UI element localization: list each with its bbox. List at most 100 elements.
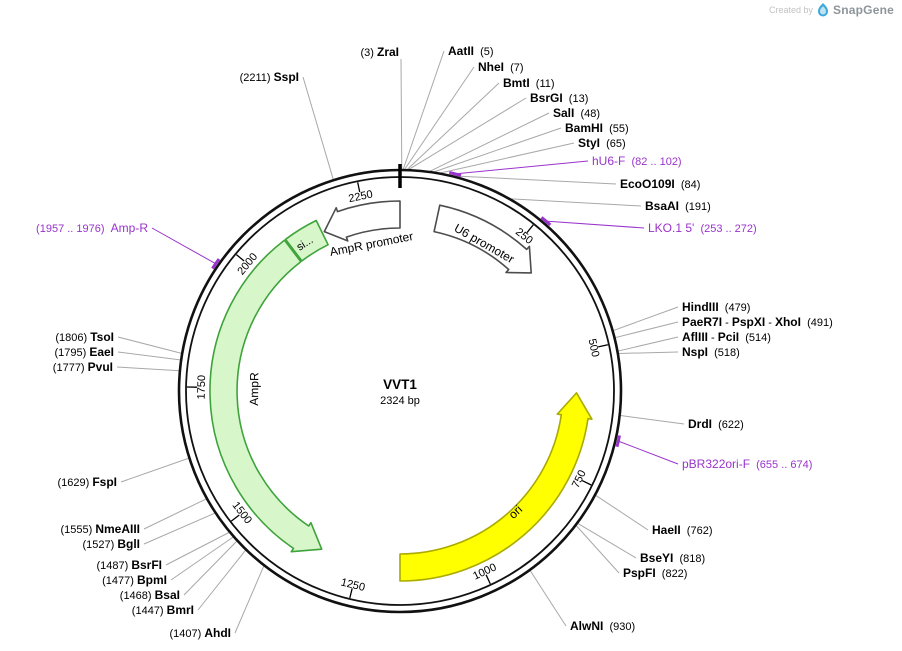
leader-line (617, 336, 679, 352)
leader-line (402, 50, 445, 171)
leader-line (428, 112, 550, 173)
enzyme-label[interactable]: (1527) BglI (82, 537, 140, 551)
enzyme-label[interactable]: HaeII (762) (652, 523, 712, 537)
leader-line (197, 549, 247, 611)
leader-line (407, 97, 527, 171)
enzyme-label[interactable]: SalI (48) (553, 106, 600, 120)
enzyme-label[interactable]: AlwNI (930) (570, 619, 635, 633)
enzyme-label[interactable]: (1487) BsrFI (96, 558, 162, 572)
leader-line (617, 351, 679, 354)
leader-line (529, 569, 567, 627)
enzyme-label[interactable]: NspI (518) (682, 345, 740, 359)
leader-line (509, 198, 642, 207)
enzyme-label[interactable]: (2211) SspI (240, 70, 299, 84)
enzyme-label[interactable]: (1407) AhdI (169, 626, 231, 640)
tick-mark (349, 588, 353, 599)
leader-line (400, 58, 403, 171)
leader-line (618, 440, 679, 465)
leader-line (120, 457, 190, 483)
leader-line (449, 175, 617, 185)
primer-site-mark[interactable] (540, 216, 552, 227)
enzyme-label[interactable]: StyI (65) (578, 136, 626, 150)
primer-site-mark[interactable] (615, 435, 621, 448)
watermark-created-by: Created by (769, 5, 814, 15)
enzyme-label[interactable]: (1447) BmrI (132, 603, 194, 617)
enzyme-label[interactable]: NheI (7) (478, 60, 524, 74)
leader-line (612, 306, 679, 332)
enzyme-label[interactable]: AflIII - PciI (514) (682, 330, 771, 344)
tick-mark (357, 182, 361, 193)
enzyme-label[interactable]: (1477) BpmI (102, 573, 167, 587)
enzyme-label[interactable]: (1806) TsoI (55, 330, 114, 344)
enzyme-label[interactable]: PspFI (822) (623, 566, 687, 580)
enzyme-label[interactable]: (1555) NmeAIII (60, 522, 140, 536)
tick-label: 1750 (196, 375, 208, 400)
enzyme-label[interactable]: EcoO109I (84) (620, 177, 700, 191)
leader-line (117, 351, 182, 361)
tick-label: 1250 (340, 577, 367, 594)
feature-si[interactable] (284, 219, 329, 262)
primer-site-mark[interactable] (448, 171, 462, 177)
plasmid-size: 2324 bp (380, 395, 420, 407)
tick-mark (485, 574, 491, 585)
tick-mark (526, 224, 534, 234)
enzyme-label[interactable]: HindIII (479) (682, 300, 750, 314)
leader-line (183, 540, 238, 596)
leader-line (116, 366, 180, 372)
primer-label[interactable]: pBR322ori-F (655 .. 674) (682, 457, 812, 471)
enzyme-label[interactable]: BsrGI (13) (530, 91, 588, 105)
primer-label[interactable]: LKO.1 5' (253 .. 272) (648, 221, 757, 235)
enzyme-label[interactable]: DrdI (622) (688, 417, 744, 431)
enzyme-label[interactable]: (1795) EaeI (54, 345, 114, 359)
leader-line (143, 498, 208, 530)
leader-line (594, 494, 649, 531)
leader-line (406, 82, 500, 171)
tick-mark (230, 514, 240, 522)
leader-line (143, 512, 216, 545)
leader-line (575, 524, 620, 574)
leader-line (234, 565, 265, 634)
feature-ampr[interactable] (209, 239, 323, 553)
enzyme-label[interactable]: BamHI (55) (565, 121, 629, 135)
leader-line (614, 321, 679, 339)
enzyme-label[interactable]: BseYI (818) (640, 551, 705, 565)
tick-label: 500 (586, 338, 602, 359)
leader-line (545, 220, 645, 229)
leader-line (117, 336, 183, 354)
watermark-brand: SnapGene (833, 3, 894, 17)
enzyme-label[interactable]: BmtI (11) (503, 76, 555, 90)
feature-u6-promoter[interactable] (433, 204, 532, 274)
feature-label-ampr[interactable]: AmpR (247, 372, 261, 406)
leader-line (151, 227, 216, 265)
leader-line (165, 531, 231, 566)
leader-line (432, 127, 562, 173)
tick-mark (235, 254, 245, 262)
tick-label: 2250 (347, 189, 373, 206)
enzyme-label[interactable]: (1468) BsaI (120, 588, 180, 602)
enzyme-label[interactable]: (1777) PvuI (53, 360, 113, 374)
leader-line (576, 522, 637, 559)
feature-ampr-promoter[interactable] (323, 200, 401, 242)
tick-mark (581, 480, 592, 486)
leader-line (170, 536, 234, 581)
feature-ori[interactable] (399, 392, 593, 582)
snapgene-logo-icon (817, 3, 829, 17)
primer-label[interactable]: hU6-F (82 .. 102) (592, 154, 682, 168)
plasmid-name: VVT1 (383, 377, 417, 392)
leader-line (302, 76, 334, 181)
leader-line (403, 66, 475, 171)
watermark: Created by SnapGene (769, 3, 894, 17)
enzyme-label[interactable]: PaeR7I - PspXI - XhoI (491) (682, 315, 833, 329)
enzyme-label[interactable]: (3) ZraI (360, 45, 399, 59)
primer-site-mark[interactable] (211, 258, 221, 270)
leader-line (438, 142, 575, 174)
leader-line (619, 414, 685, 425)
enzyme-label[interactable]: AatII (5) (448, 44, 494, 58)
leader-line (455, 160, 589, 175)
tick-mark (598, 344, 609, 348)
enzyme-label[interactable]: (1629) FspI (57, 475, 117, 489)
enzyme-label[interactable]: BsaAI (191) (645, 199, 711, 213)
primer-label[interactable]: (1957 .. 1976) Amp-R (36, 221, 148, 235)
